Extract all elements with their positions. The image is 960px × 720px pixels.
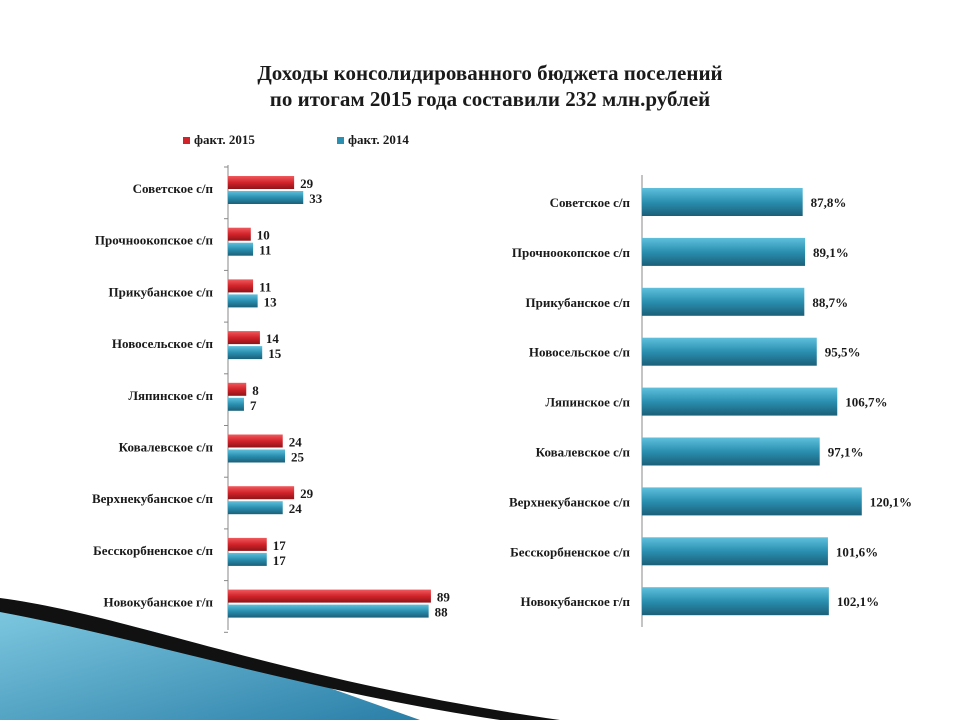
bar-2014 bbox=[228, 449, 285, 463]
bar-2015 bbox=[228, 382, 247, 396]
data-label-2015: 89 bbox=[437, 590, 451, 605]
bar-2014 bbox=[228, 501, 283, 515]
bar-2014 bbox=[228, 552, 267, 566]
growth-bar bbox=[642, 287, 805, 316]
bar-2014 bbox=[228, 191, 304, 204]
bar-2014 bbox=[228, 397, 244, 411]
data-label-2015: 29 bbox=[300, 176, 314, 191]
data-label-2014: 25 bbox=[291, 450, 305, 465]
data-label-2014: 13 bbox=[264, 294, 278, 309]
data-label-2014: 15 bbox=[268, 346, 282, 361]
category-label: Новосельское с/п bbox=[112, 336, 214, 351]
bar-2015 bbox=[228, 227, 251, 241]
growth-bar bbox=[642, 237, 806, 266]
growth-bar bbox=[642, 437, 820, 466]
bar-2015 bbox=[228, 176, 295, 189]
growth-bar bbox=[642, 487, 862, 516]
data-label-2014: 11 bbox=[259, 243, 271, 258]
data-label-2014: 33 bbox=[309, 191, 323, 206]
growth-label: 101,6% bbox=[836, 544, 878, 559]
growth-bar bbox=[642, 387, 838, 416]
category-label: Ковалевское с/п bbox=[536, 445, 631, 460]
data-label-2015: 11 bbox=[259, 279, 271, 294]
category-label: Прикубанское с/п bbox=[109, 284, 214, 299]
category-label: Новосельское с/п bbox=[529, 345, 631, 360]
data-label-2015: 14 bbox=[266, 331, 280, 346]
category-label: Бесскорбненское с/п bbox=[510, 544, 630, 559]
bar-2014 bbox=[228, 604, 429, 618]
growth-percent-chart: Советское с/п 87,8% Прочноокопское с/п 89,1… bbox=[509, 175, 912, 627]
bar-2014 bbox=[228, 294, 258, 308]
category-label: Прочноокопское с/п bbox=[95, 233, 214, 248]
legend-swatch-2014 bbox=[337, 136, 344, 144]
category-label: Ковалевское с/п bbox=[119, 440, 214, 455]
category-label: Прочноокопское с/п bbox=[512, 245, 631, 260]
bar-2015 bbox=[228, 486, 295, 500]
bar-2014 bbox=[228, 242, 254, 256]
data-label-2015: 8 bbox=[252, 383, 259, 398]
bar-2014 bbox=[228, 346, 263, 360]
growth-bar bbox=[642, 188, 803, 216]
growth-bar bbox=[642, 337, 817, 366]
category-label: Новокубанское г/п bbox=[104, 595, 214, 610]
category-label: Новокубанское г/п bbox=[521, 594, 631, 609]
data-label-2014: 17 bbox=[273, 553, 287, 568]
category-label: Верхнекубанское с/п bbox=[92, 491, 214, 506]
category-label: Бесскорбненское с/п bbox=[93, 543, 213, 558]
growth-label: 89,1% bbox=[813, 245, 849, 260]
growth-bar bbox=[642, 587, 829, 616]
bar-2015 bbox=[228, 331, 260, 345]
data-label-2014: 24 bbox=[289, 501, 303, 516]
bar-2015 bbox=[228, 537, 267, 551]
legend-swatch-2015 bbox=[183, 136, 190, 144]
data-label-2015: 17 bbox=[273, 538, 287, 553]
legend-label-2015: факт. 2015 bbox=[194, 132, 255, 147]
growth-label: 88,7% bbox=[812, 295, 848, 310]
data-label-2015: 24 bbox=[289, 435, 303, 450]
category-label: Советское с/п bbox=[133, 181, 214, 196]
growth-label: 97,1% bbox=[828, 445, 864, 460]
title-line-2: по итогам 2015 года составили 232 млн.ру… bbox=[269, 87, 711, 111]
category-label: Прикубанское с/п bbox=[526, 295, 631, 310]
bar-2015 bbox=[228, 589, 431, 603]
page-title: Доходы консолидированного бюджета поселе… bbox=[140, 60, 840, 112]
growth-label: 106,7% bbox=[845, 395, 887, 410]
bar-2015 bbox=[228, 279, 254, 293]
category-label: Ляпинское с/п bbox=[128, 388, 213, 403]
growth-label: 95,5% bbox=[825, 345, 861, 360]
data-label-2015: 29 bbox=[300, 486, 314, 501]
bar-2015 bbox=[228, 434, 283, 448]
legend-item-2015: факт. 2015 bbox=[183, 132, 255, 148]
data-label-2015: 10 bbox=[257, 228, 270, 243]
data-label-2014: 7 bbox=[250, 398, 257, 413]
category-label: Верхнекубанское с/п bbox=[509, 494, 631, 509]
growth-label: 87,8% bbox=[811, 195, 847, 210]
title-line-1: Доходы консолидированного бюджета поселе… bbox=[257, 61, 723, 85]
data-label-2014: 88 bbox=[435, 605, 449, 620]
category-label: Советское с/п bbox=[550, 195, 631, 210]
growth-label: 102,1% bbox=[837, 594, 879, 609]
legend-label-2014: факт. 2014 bbox=[348, 132, 409, 147]
category-label: Ляпинское с/п bbox=[545, 395, 630, 410]
growth-bar bbox=[642, 537, 828, 566]
legend-item-2014: факт. 2014 bbox=[337, 132, 409, 148]
growth-label: 120,1% bbox=[870, 494, 912, 509]
